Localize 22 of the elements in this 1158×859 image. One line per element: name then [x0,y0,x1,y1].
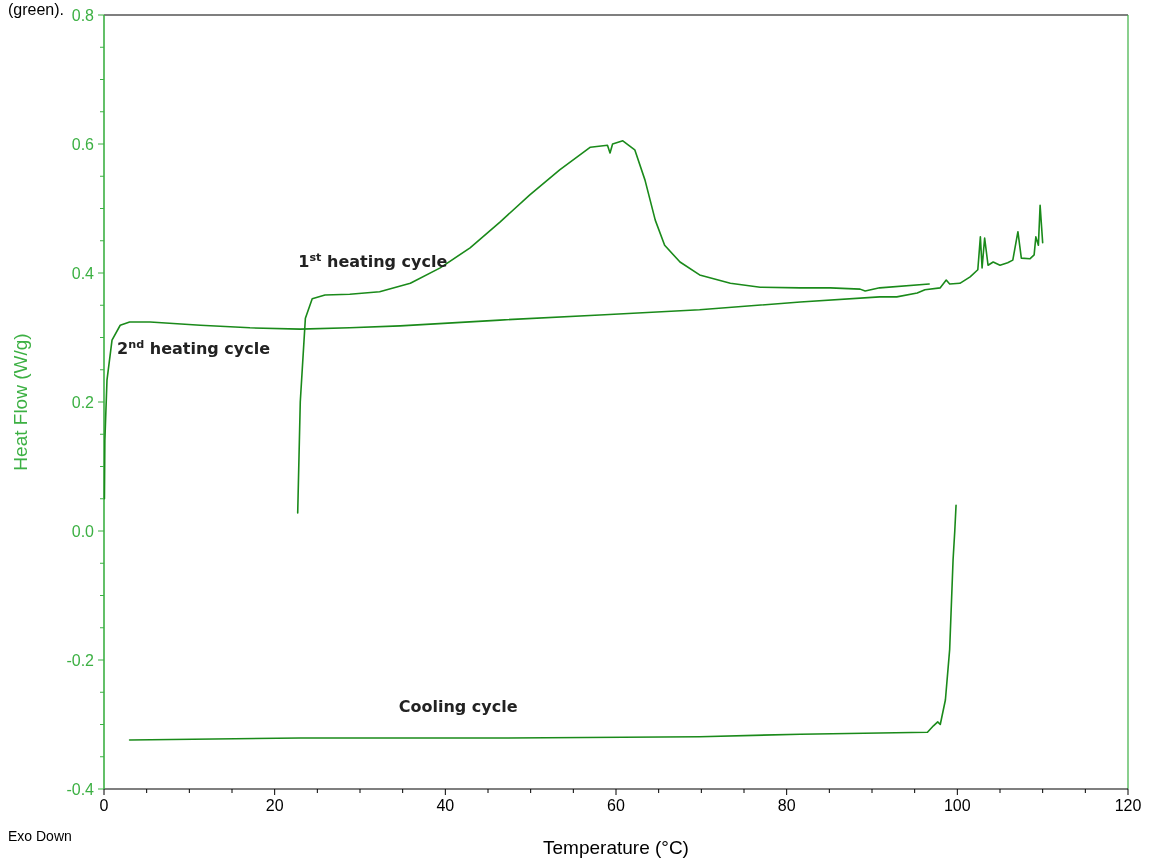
text: (green). [8,1,65,18]
x-tick-label: 0 [99,797,109,814]
x-tick-label: 120 [1114,797,1142,814]
y-tick-label: 0.0 [71,522,95,540]
annotation: 2$^{nd}$ heating cycle [117,337,271,358]
y-tick-label: -0.4 [66,780,95,798]
x-tick-label: 100 [943,797,971,814]
annotation: 1$^{st}$ heating cycle [298,250,448,271]
y-tick-label: 0.2 [71,393,95,411]
x-tick-label: 20 [265,797,284,814]
text: Exo Down [8,828,72,844]
x-tick-label: 40 [436,797,455,814]
y-tick-label: 0.6 [71,135,95,153]
line-series [128,504,957,741]
x-tick-label: 80 [777,797,796,814]
x-tick-label: 60 [607,797,625,814]
y-tick-label: -0.2 [66,651,95,669]
y-tick-label: 0.8 [71,6,95,24]
x-axis-title: Temperature (°C) [543,837,689,858]
y-axis-title: Heat Flow (W/g) [10,333,31,471]
y-tick-label: 0.4 [71,264,95,282]
annotation: Cooling cycle [398,696,518,716]
